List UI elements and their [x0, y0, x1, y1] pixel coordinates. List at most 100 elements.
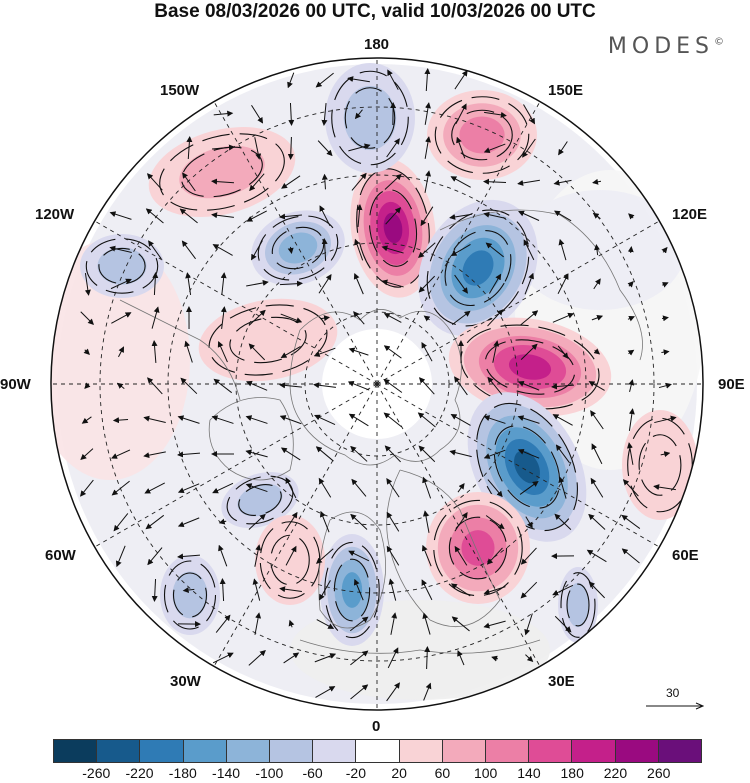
wind-vector: [418, 377, 435, 395]
colorbar-tick-label: 60: [434, 765, 451, 781]
wind-vector: [424, 646, 431, 670]
wind-vector: [558, 238, 567, 261]
wind-vector: [450, 244, 471, 257]
wind-vector: [318, 477, 332, 498]
colorbar-bin: [486, 740, 530, 762]
wind-vector: [487, 479, 503, 498]
wind-vector: [211, 178, 235, 185]
wind-vector: [186, 136, 193, 160]
wind-vector: [254, 137, 262, 160]
wind-vector: [182, 587, 195, 594]
wind-vector: [279, 586, 302, 593]
wind-vector: [627, 349, 635, 356]
streamline: [181, 146, 263, 198]
wind-vector: [248, 649, 266, 666]
wind-vector: [248, 309, 266, 326]
colorbar-bin: [529, 740, 573, 762]
wind-vector: [350, 650, 369, 666]
wind-vector: [483, 211, 506, 219]
wind-vector: [313, 347, 336, 357]
anomaly-contour-fill: [459, 116, 505, 154]
wind-vector: [109, 211, 132, 220]
wind-vector: [351, 478, 367, 497]
wind-vector: [212, 652, 234, 664]
anomaly-central-siberia-positive: [448, 317, 612, 417]
wind-vector: [354, 238, 364, 261]
anomaly-east-siberia-negative: [418, 199, 538, 337]
streamline: [331, 70, 409, 166]
streamline: [560, 572, 596, 638]
wind-vector: [348, 550, 370, 562]
wind-vector: [349, 616, 369, 632]
wind-vector: [248, 343, 266, 361]
wind-vector: [660, 451, 671, 458]
colorbar-bin: [658, 740, 702, 762]
colorbar-tick-label: -260: [82, 765, 111, 781]
lon-label-90e: 90E: [718, 376, 745, 393]
wind-vector: [525, 654, 534, 663]
anomaly-contour-fill: [508, 354, 552, 380]
lon-label-120w: 120W: [35, 206, 75, 223]
wind-vector: [627, 315, 635, 322]
wind-vector: [245, 380, 268, 391]
wind-vector: [177, 451, 201, 458]
wind-vector: [321, 238, 328, 262]
wind-vector: [115, 545, 126, 568]
wind-vector: [661, 282, 669, 288]
wind-vector: [450, 176, 471, 188]
anomaly-contour-fill: [343, 85, 397, 151]
wind-vector: [591, 443, 603, 465]
wind-vector: [457, 483, 465, 493]
wind-vector: [211, 212, 234, 219]
wind-vector: [284, 511, 298, 532]
wind-vector: [626, 442, 634, 465]
wind-vector: [519, 480, 539, 495]
wind-vector: [593, 278, 601, 290]
wind-vector: [111, 312, 132, 324]
wind-vector: [213, 110, 234, 117]
wind-vector: [147, 377, 163, 395]
wind-vector: [557, 273, 569, 295]
colorbar-bin: [140, 740, 184, 762]
wind-vector: [245, 415, 268, 424]
colorbar-bin: [313, 740, 357, 762]
wind-vector: [285, 545, 297, 566]
wind-vector: [554, 513, 572, 531]
wind-vector: [492, 340, 500, 363]
wind-vector: [220, 306, 227, 329]
colorbar: [53, 739, 702, 763]
reference-vector-value: 30: [666, 686, 680, 700]
wind-vector: [654, 415, 677, 424]
wind-vector: [118, 346, 125, 358]
brand-mark: ©: [714, 36, 724, 48]
wind-vector: [592, 212, 601, 219]
wind-vector: [251, 240, 263, 261]
anomaly-gulf-of-alaska-positive: [148, 127, 296, 217]
wind-vector: [151, 340, 158, 364]
wind-vector: [356, 204, 363, 228]
wind-vector: [113, 513, 129, 532]
lon-label-180: 180: [364, 36, 390, 53]
wind-vector: [454, 512, 468, 532]
wind-vector: [112, 417, 129, 424]
streamline: [85, 238, 159, 294]
anomaly-contour-fill: [172, 571, 208, 619]
wind-vector: [520, 547, 537, 565]
colorbar-tick-label: -180: [168, 765, 197, 781]
wind-vector: [213, 378, 233, 394]
colorbar-bin: [399, 740, 443, 762]
wind-vector: [319, 580, 331, 601]
wind-vector: [488, 273, 502, 294]
wind-vector: [254, 612, 262, 635]
anomaly-contour-fill: [461, 530, 495, 566]
wind-vector: [185, 272, 192, 295]
streamline: [426, 209, 530, 327]
wind-vector: [424, 102, 431, 125]
streamline: [208, 304, 328, 376]
streamline: [270, 534, 310, 586]
wind-vector: [320, 510, 330, 533]
lon-label-30e: 30E: [548, 673, 575, 690]
streamline: [566, 583, 590, 627]
wind-vector: [351, 172, 367, 191]
wind-vector: [383, 378, 403, 393]
